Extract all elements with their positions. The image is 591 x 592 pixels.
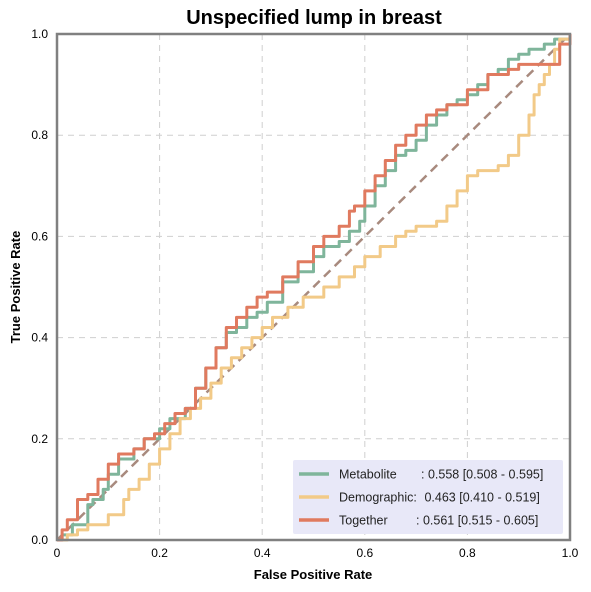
- series-line-1: [57, 34, 572, 542]
- legend-label-0: Metabolite: [339, 468, 397, 482]
- legend-auc-1: 0.463 [0.410 - 0.519]: [421, 491, 540, 505]
- tick-labels: 0 0.2 0.4 0.6 0.8 1.0 0.0 0.2 0.4 0.6 0.8 1.0: [31, 27, 578, 560]
- y-tick-label: 0.0: [31, 533, 48, 547]
- legend-label-1: Demographic:: [339, 491, 417, 505]
- chance-line: [56, 33, 571, 541]
- y-tick-label: 0.2: [31, 432, 48, 446]
- x-axis-label: False Positive Rate: [254, 567, 373, 582]
- chart-title: Unspecified lump in breast: [186, 7, 442, 29]
- plot-frame: [55, 32, 572, 542]
- series-line-2: [57, 34, 572, 542]
- y-tick-label: 0.8: [31, 128, 48, 142]
- x-tick-label: 1.0: [562, 546, 579, 560]
- x-tick-label: 0.2: [151, 546, 168, 560]
- y-axis-label: True Positive Rate: [8, 231, 23, 344]
- legend-label-2: Together: [339, 514, 388, 528]
- x-tick-label: 0.4: [254, 546, 271, 560]
- y-tick-label: 0.6: [31, 229, 48, 243]
- x-tick-label: 0: [54, 546, 61, 560]
- x-tick-label: 0.8: [459, 546, 476, 560]
- legend-auc-0: : 0.558 [0.508 - 0.595]: [421, 468, 543, 482]
- y-tick-label: 0.4: [31, 331, 48, 345]
- legend: Metabolite : 0.558 [0.508 - 0.595] Demogra…: [293, 460, 563, 534]
- x-tick-label: 0.6: [356, 546, 373, 560]
- series-lines: [57, 34, 572, 542]
- legend-box: [293, 460, 563, 534]
- chance-line-group: [56, 33, 571, 541]
- y-tick-label: 1.0: [31, 27, 48, 41]
- legend-auc-2: : 0.561 [0.515 - 0.605]: [416, 514, 538, 528]
